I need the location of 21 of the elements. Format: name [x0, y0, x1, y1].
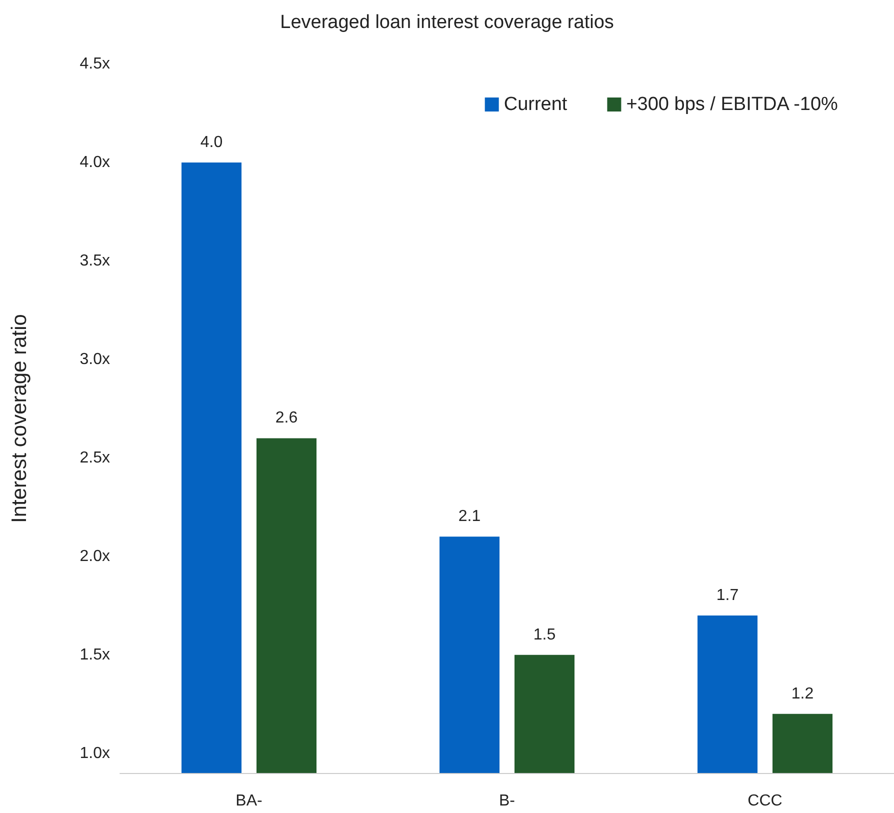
y-tick-label: 4.5x [80, 56, 110, 72]
chart-title: Leveraged loan interest coverage ratios [280, 12, 614, 33]
data-label: 1.2 [791, 685, 814, 702]
data-label: 2.6 [275, 410, 298, 427]
y-tick-label: 2.5x [80, 449, 110, 466]
y-tick-label: 4.0x [80, 154, 110, 171]
x-tick-label: CCC [748, 792, 782, 810]
y-tick-label: 3.0x [80, 350, 110, 368]
y-tick-label: 3.5x [80, 252, 110, 270]
y-tick-label: 2.0x [80, 548, 110, 565]
data-label: 1.7 [716, 586, 739, 604]
data-label: 4.0 [200, 134, 223, 151]
legend-label: Current [504, 94, 568, 115]
y-axis-title: Interest coverage ratio [8, 314, 31, 523]
data-label: 1.5 [533, 626, 556, 644]
x-tick-label: B- [499, 792, 515, 810]
y-tick-label: 1.0x [80, 744, 110, 762]
x-tick-label: BA- [236, 792, 262, 810]
legend-label: +300 bps / EBITDA -10% [626, 94, 838, 115]
data-label: 2.1 [458, 508, 481, 526]
y-tick-label: 1.5x [80, 646, 110, 664]
